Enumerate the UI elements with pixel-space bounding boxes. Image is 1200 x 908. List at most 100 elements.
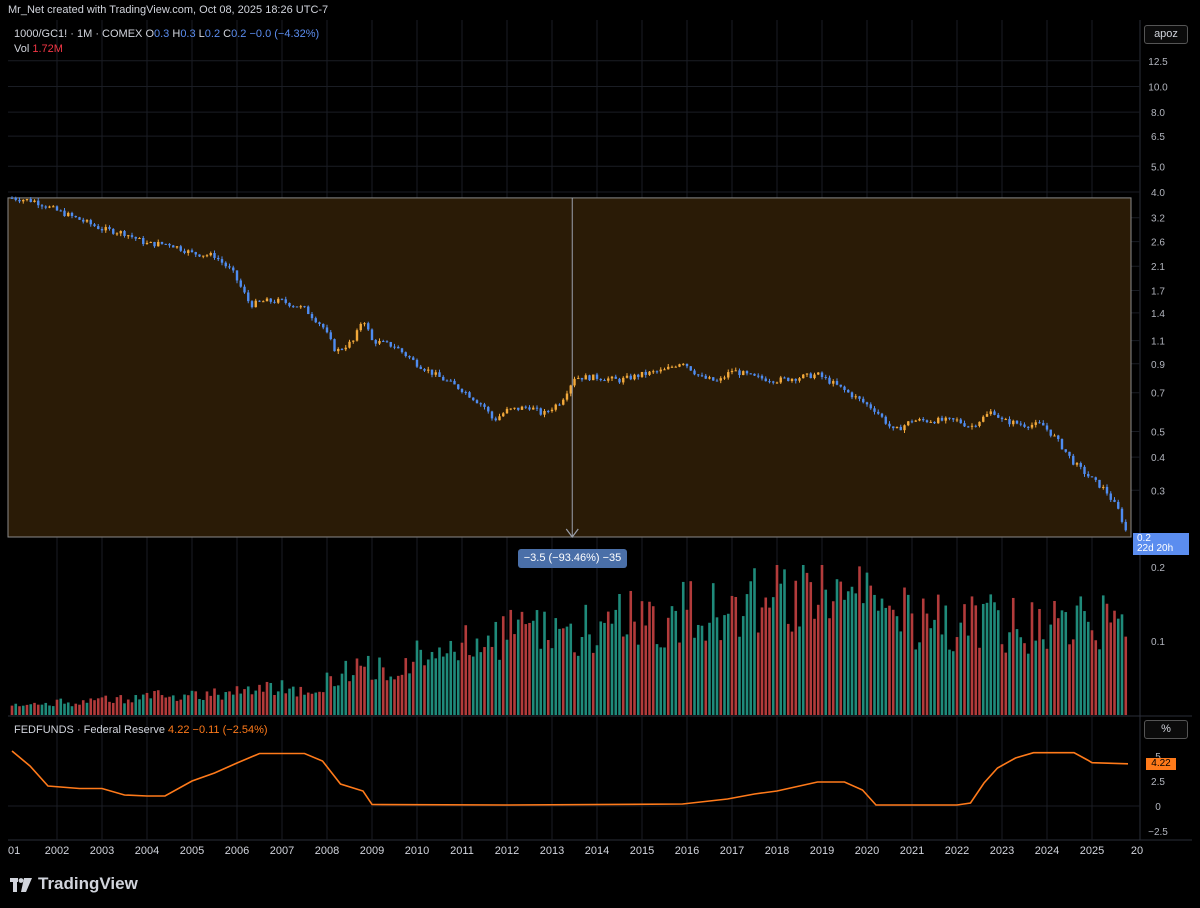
volume-bar bbox=[1116, 618, 1120, 715]
volume-bar bbox=[104, 695, 108, 715]
fedfunds-line bbox=[11, 750, 1129, 806]
volume-bar bbox=[753, 568, 756, 715]
candle-body bbox=[982, 416, 985, 422]
candle-body bbox=[895, 426, 899, 429]
candle-body bbox=[404, 352, 407, 357]
volume-bar bbox=[1064, 612, 1068, 715]
volume-bar bbox=[846, 591, 850, 715]
candle-body bbox=[142, 237, 145, 245]
volume-bar bbox=[783, 569, 786, 715]
candle-body bbox=[629, 375, 632, 380]
volume-bar bbox=[873, 594, 876, 715]
candle-body bbox=[738, 370, 741, 376]
volume-bar bbox=[651, 606, 655, 715]
volume-bar bbox=[828, 618, 831, 715]
candle-body bbox=[618, 378, 621, 383]
volume-bar bbox=[1101, 595, 1105, 715]
volume-bar bbox=[876, 610, 880, 715]
candle-body bbox=[813, 374, 816, 379]
price-scale-mode-button[interactable]: apoz bbox=[1144, 25, 1188, 44]
candle-body bbox=[745, 371, 749, 374]
volume-bar bbox=[438, 647, 441, 715]
volume-bar bbox=[528, 622, 531, 715]
volume-label: Vol bbox=[14, 43, 30, 55]
candle-body bbox=[472, 397, 475, 401]
candle-body bbox=[415, 359, 419, 367]
candle-body bbox=[640, 371, 644, 377]
volume-bar bbox=[644, 625, 648, 715]
candle-body bbox=[663, 369, 666, 371]
candle-body bbox=[1045, 425, 1049, 430]
volume-bar bbox=[145, 692, 149, 715]
volume-bar bbox=[175, 700, 179, 715]
candle-body bbox=[858, 396, 861, 399]
fedfunds-legend: FEDFUNDS · Federal Reserve 4.22 −0.11 (−… bbox=[14, 724, 268, 736]
x-tick-label: 2023 bbox=[990, 845, 1014, 857]
volume-bar bbox=[1034, 640, 1038, 715]
tradingview-logo[interactable]: TradingView bbox=[10, 874, 138, 894]
candle-body bbox=[108, 227, 111, 229]
volume-bar bbox=[1068, 644, 1071, 715]
candle-body bbox=[888, 423, 891, 427]
candle-body bbox=[775, 382, 779, 384]
candle-body bbox=[517, 407, 520, 410]
candle-body bbox=[1000, 417, 1004, 420]
candle-body bbox=[352, 340, 355, 342]
candle-body bbox=[389, 342, 392, 347]
candle-body bbox=[85, 220, 89, 222]
candle-body bbox=[355, 330, 359, 341]
price-tick-label: 2.1 bbox=[1151, 262, 1165, 273]
volume-bar bbox=[723, 615, 726, 715]
candle-body bbox=[637, 374, 640, 377]
candle-body bbox=[667, 366, 670, 370]
volume-bar bbox=[843, 599, 846, 715]
candle-body bbox=[412, 357, 415, 360]
volume-bar bbox=[951, 651, 955, 715]
volume-bar bbox=[584, 604, 588, 715]
candle-body bbox=[475, 400, 479, 404]
volume-bar bbox=[269, 682, 273, 715]
volume-bar bbox=[708, 622, 711, 715]
candle-body bbox=[175, 246, 179, 248]
candle-body bbox=[250, 301, 254, 308]
price-tick-label: 6.5 bbox=[1151, 132, 1165, 143]
candle-body bbox=[974, 425, 977, 427]
volume-bar bbox=[1083, 611, 1086, 715]
volume-bar bbox=[1113, 610, 1116, 715]
volume-bar bbox=[276, 691, 280, 715]
measure-label[interactable]: −3.5 (−93.46%) −35 bbox=[518, 549, 627, 568]
volume-bar bbox=[944, 605, 948, 715]
x-tick-label: 2020 bbox=[855, 845, 879, 857]
candle-body bbox=[997, 414, 1000, 418]
bar-countdown: 22d 20h bbox=[1137, 543, 1174, 554]
candle-body bbox=[1042, 423, 1045, 426]
volume-bar bbox=[36, 704, 40, 715]
volume-bar bbox=[1015, 629, 1019, 715]
volume-bar bbox=[561, 628, 565, 715]
candle-body bbox=[993, 411, 996, 415]
price-range-shading[interactable] bbox=[7, 197, 1132, 538]
volume-bar bbox=[1038, 608, 1041, 715]
candle-body bbox=[179, 246, 182, 251]
volume-bar bbox=[284, 693, 288, 715]
candle-body bbox=[603, 380, 606, 382]
volume-bar bbox=[1023, 643, 1026, 715]
fed-tick-label: −2.5 bbox=[1148, 827, 1168, 838]
candle-body bbox=[378, 341, 381, 344]
candle-body bbox=[569, 385, 572, 394]
high-value: 0.3 bbox=[180, 28, 196, 40]
volume-bar bbox=[246, 686, 250, 715]
volume-bar bbox=[479, 652, 483, 715]
candle-body bbox=[393, 346, 396, 348]
percent-scale-button[interactable]: % bbox=[1144, 720, 1188, 739]
last-price-tag: 0.2 22d 20h bbox=[1133, 533, 1189, 555]
volume-bar bbox=[453, 651, 456, 715]
volume-bar bbox=[460, 642, 464, 715]
candle-body bbox=[449, 380, 452, 382]
candle-body bbox=[1105, 486, 1109, 494]
volume-bar bbox=[993, 602, 996, 715]
candle-body bbox=[1079, 463, 1082, 467]
x-tick-label: 2003 bbox=[90, 845, 114, 857]
candle-body bbox=[464, 392, 467, 394]
